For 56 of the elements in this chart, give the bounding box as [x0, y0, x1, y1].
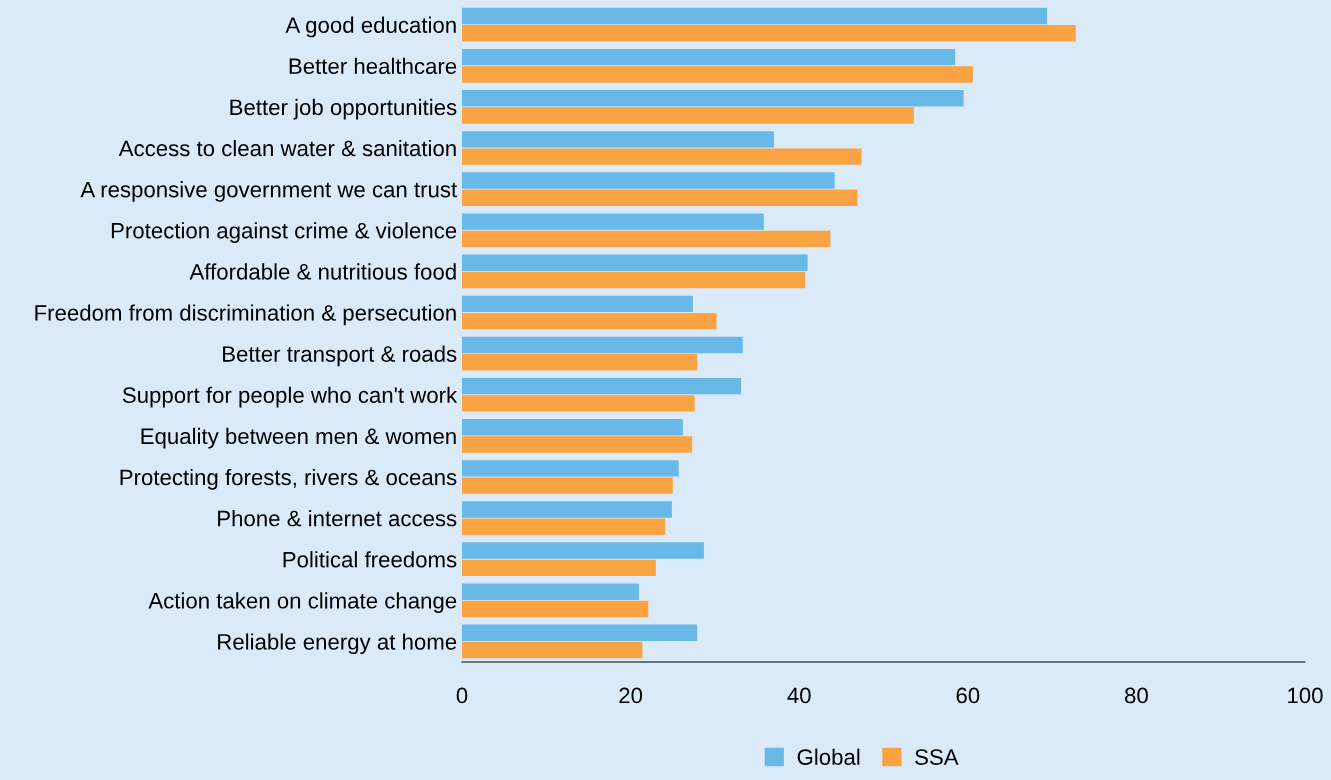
y-tick-label: Better transport & roads — [223, 345, 457, 367]
bar — [462, 395, 695, 412]
bar — [462, 600, 649, 618]
bar — [462, 501, 672, 518]
bar — [462, 66, 973, 83]
bar — [462, 25, 1076, 42]
y-tick-label: A good education — [285, 16, 456, 38]
bar — [462, 148, 862, 165]
bar — [462, 436, 693, 453]
x-tick-label: 60 — [956, 687, 980, 704]
y-tick-label: Action taken on climate change — [148, 592, 457, 613]
y-tick-label: Better healthcare — [289, 57, 457, 75]
bar — [462, 90, 964, 107]
y-tick-label: Support for people who can't work — [122, 386, 458, 408]
legend-label: Global — [797, 748, 860, 765]
bar — [462, 230, 831, 248]
bar — [462, 189, 858, 206]
bar — [462, 48, 956, 66]
y-tick-label: Equality between men & women — [141, 427, 456, 449]
x-tick-label: 80 — [1125, 687, 1148, 704]
y-tick-label: A responsive government we can trust — [80, 181, 457, 202]
bar — [462, 336, 743, 354]
x-tick-label: 100 — [1288, 687, 1323, 704]
bar — [462, 107, 914, 124]
bar — [462, 559, 656, 577]
bar — [462, 131, 774, 148]
bar — [462, 271, 806, 289]
bar — [462, 7, 1048, 25]
bar — [462, 460, 679, 477]
y-tick-label: Reliable energy at home — [218, 633, 457, 655]
y-tick-label: Access to clean water & sanitation — [118, 139, 456, 157]
bar — [462, 312, 717, 330]
bar — [462, 172, 835, 189]
bar — [462, 213, 764, 230]
bar — [462, 354, 698, 371]
bar — [462, 419, 683, 436]
bar — [462, 542, 704, 559]
y-tick-label: Better job opportunities — [230, 98, 457, 120]
bar — [462, 295, 693, 313]
bar — [462, 583, 640, 600]
bar — [462, 641, 643, 659]
y-tick-label: Protecting forests, rivers & oceans — [120, 468, 457, 490]
bar — [462, 624, 698, 642]
x-tick-label: 20 — [619, 687, 643, 704]
bar — [462, 477, 673, 494]
x-tick-label: 40 — [787, 687, 811, 704]
y-tick-label: Political freedoms — [283, 551, 457, 568]
y-tick-label: Affordable & nutritious food — [189, 263, 456, 280]
y-tick-label: Phone & internet access — [218, 510, 457, 527]
x-tick-label: 0 — [456, 687, 468, 704]
y-tick-label: Protection against crime & violence — [111, 222, 457, 243]
legend-label: SSA — [915, 749, 959, 765]
bar — [462, 377, 742, 395]
bar — [462, 518, 666, 535]
y-tick-label: Freedom from discrimination & persecution — [35, 304, 456, 326]
bar — [462, 254, 808, 271]
